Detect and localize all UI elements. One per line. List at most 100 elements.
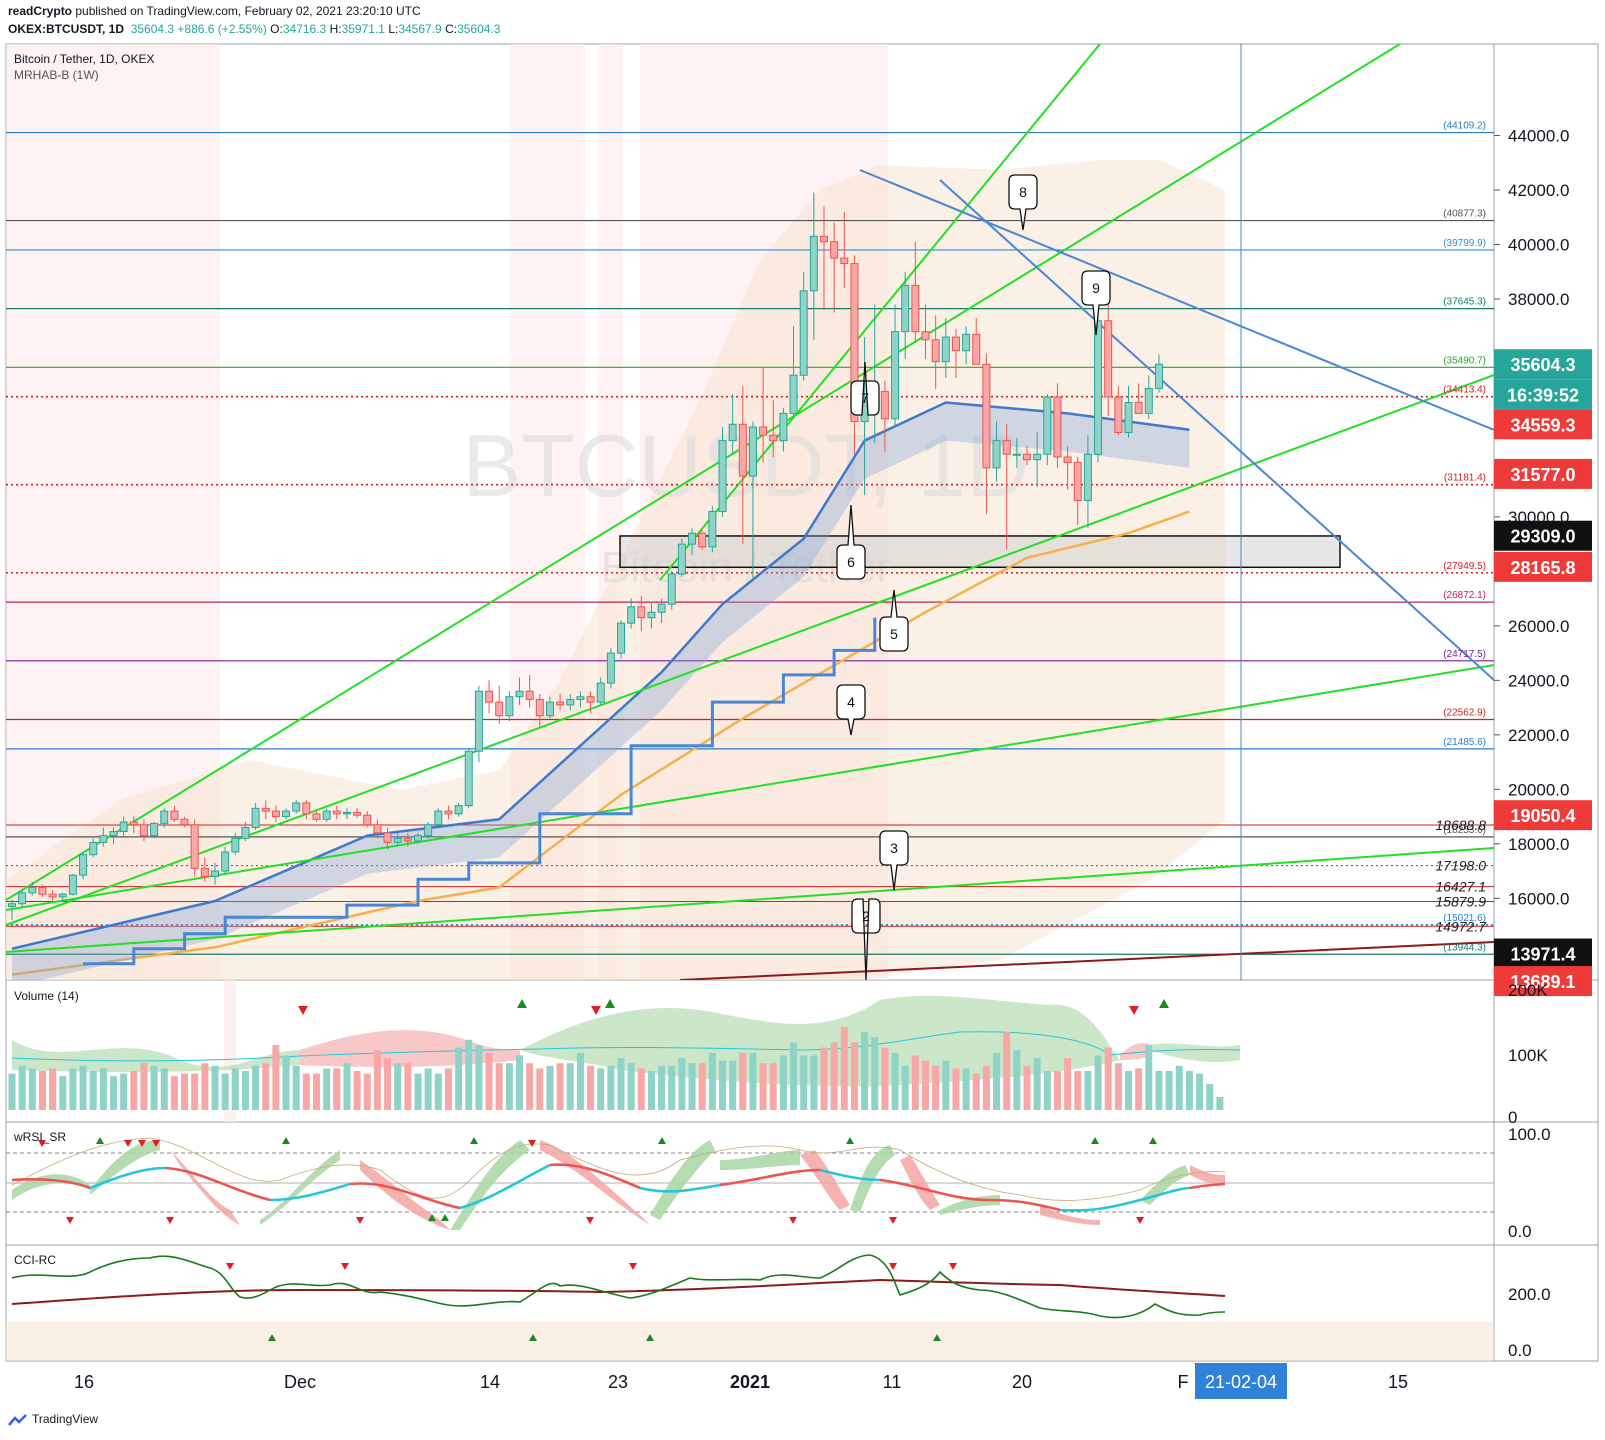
candle-body[interactable] (261, 807, 270, 812)
wave-callout-2[interactable]: 2 (851, 898, 881, 980)
candle-body[interactable] (982, 363, 991, 469)
candle-body[interactable] (68, 874, 77, 895)
candle-body[interactable] (688, 532, 697, 545)
candle-body[interactable] (109, 831, 118, 837)
candle-body[interactable] (1104, 320, 1113, 398)
time-axis[interactable]: 16 Dec 14 23 2021 11 20 F 15 21-02-04 (74, 1363, 1408, 1399)
candle-body[interactable] (698, 532, 707, 548)
trend-line[interactable] (6, 374, 1494, 926)
candle-body[interactable] (8, 903, 16, 907)
candle-body[interactable] (840, 257, 849, 265)
candle-body[interactable] (566, 698, 575, 706)
trend-line[interactable] (6, 847, 1494, 953)
candle-body[interactable] (941, 336, 950, 363)
candle-body[interactable] (931, 339, 940, 363)
candle-body[interactable] (322, 810, 331, 820)
candle-body[interactable] (485, 690, 494, 703)
candle-body[interactable] (18, 892, 27, 905)
candle-body[interactable] (596, 682, 605, 703)
candle-body[interactable] (748, 426, 757, 477)
candle-body[interactable] (150, 822, 159, 837)
price-axis[interactable]: 16000.0 18000.0 20000.0 22000.0 24000.0 26000… (1494, 127, 1569, 909)
trend-line[interactable] (679, 941, 1494, 980)
candle-body[interactable] (576, 696, 585, 700)
wave-callout-7[interactable]: 7 (850, 361, 880, 416)
candle-body[interactable] (972, 333, 981, 365)
wave-callout-8[interactable]: 8 (1008, 174, 1038, 231)
candle-body[interactable] (1063, 456, 1072, 463)
candle-body[interactable] (992, 440, 1001, 469)
candle-body[interactable] (464, 750, 473, 807)
trend-line[interactable] (6, 44, 1401, 901)
candle-body[interactable] (556, 701, 565, 706)
trend-line[interactable] (939, 179, 1494, 681)
candle-body[interactable] (180, 818, 189, 826)
candle-body[interactable] (657, 603, 666, 613)
trend-line[interactable] (6, 664, 1494, 911)
candle-body[interactable] (160, 810, 169, 824)
candle-body[interactable] (393, 837, 402, 843)
wave-callout-3[interactable]: 3 (879, 830, 909, 891)
candle-body[interactable] (312, 813, 321, 820)
candle-body[interactable] (89, 841, 98, 856)
candle-body[interactable] (789, 374, 798, 414)
candle-body[interactable] (525, 690, 534, 700)
candle-body[interactable] (79, 854, 88, 876)
candle-body[interactable] (139, 824, 148, 837)
candle-body[interactable] (820, 235, 828, 243)
candle-body[interactable] (373, 824, 382, 834)
candle-body[interactable] (434, 810, 443, 826)
candle-body[interactable] (951, 336, 960, 352)
candle-body[interactable] (667, 573, 676, 605)
candle-body[interactable] (617, 622, 625, 654)
candle-body[interactable] (962, 333, 971, 352)
candle-body[interactable] (515, 690, 524, 698)
candle-body[interactable] (901, 284, 910, 333)
candle-body[interactable] (830, 241, 839, 259)
candle-body[interactable] (129, 821, 138, 826)
candle-body[interactable] (119, 821, 128, 833)
candle-body[interactable] (424, 824, 433, 837)
candle-body[interactable] (241, 826, 250, 839)
candle-body[interactable] (505, 696, 514, 717)
candle-body[interactable] (383, 832, 392, 843)
candle-body[interactable] (403, 837, 412, 842)
candle-body[interactable] (170, 810, 179, 820)
candle-body[interactable] (1094, 320, 1103, 455)
candle-body[interactable] (231, 837, 240, 853)
candle-body[interactable] (474, 690, 483, 752)
candle-body[interactable] (728, 423, 737, 442)
candle-body[interactable] (495, 701, 504, 717)
candle-body[interactable] (799, 290, 808, 376)
candle-body[interactable] (454, 805, 463, 815)
candle-body[interactable] (38, 886, 47, 895)
trend-line[interactable] (659, 44, 1101, 581)
candle-body[interactable] (627, 606, 636, 624)
candle-body[interactable] (1053, 396, 1062, 458)
candle-body[interactable] (708, 510, 717, 548)
candle-body[interactable] (535, 698, 544, 717)
wave-callout-9[interactable]: 9 (1081, 270, 1111, 336)
candle-body[interactable] (211, 870, 219, 877)
candle-body[interactable] (1073, 461, 1082, 502)
candle-body[interactable] (363, 814, 372, 826)
candle-body[interactable] (28, 886, 37, 894)
candle-body[interactable] (251, 807, 260, 828)
candle-body[interactable] (1083, 453, 1092, 502)
candle-body[interactable] (606, 652, 615, 684)
candle-body[interactable] (545, 701, 554, 717)
candle-body[interactable] (769, 434, 778, 442)
tradingview-footer[interactable]: TradingView (8, 1412, 98, 1426)
candle-body[interactable] (850, 263, 859, 423)
candle-body[interactable] (190, 824, 199, 869)
candle-body[interactable] (1124, 401, 1133, 433)
candle-body[interactable] (444, 810, 453, 815)
candle-body[interactable] (738, 423, 747, 477)
candle-body[interactable] (880, 391, 889, 420)
support-zone-box[interactable] (619, 535, 1341, 569)
candle-body[interactable] (292, 802, 301, 812)
trend-line[interactable] (859, 169, 1494, 431)
candle-body[interactable] (332, 810, 341, 815)
candle-body[interactable] (342, 811, 351, 815)
